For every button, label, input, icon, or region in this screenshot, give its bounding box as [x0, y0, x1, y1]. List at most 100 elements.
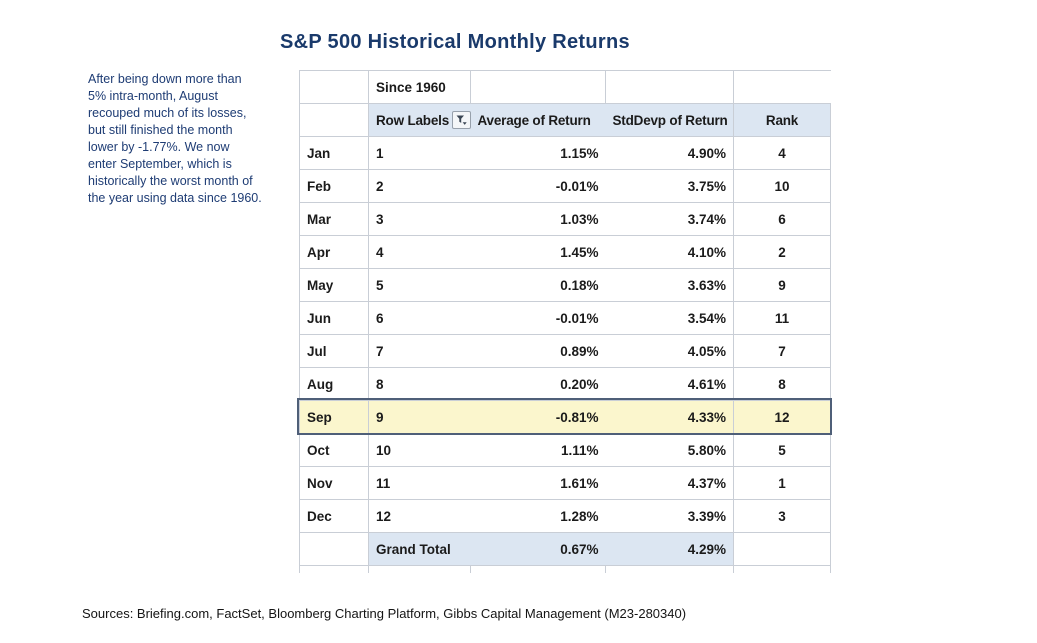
cell-month[interactable]: Jul	[299, 334, 369, 368]
cell-std[interactable]: 3.75%	[605, 169, 734, 203]
cell-row-label[interactable]: 12	[368, 499, 471, 533]
cell-rank[interactable]: 11	[733, 301, 831, 335]
cell-rank[interactable]: 2	[733, 235, 831, 269]
cell-row-label[interactable]: 2	[368, 169, 471, 203]
cell-month[interactable]: Jan	[299, 136, 369, 170]
table-row-mar: Mar 3 1.03% 3.74% 6	[299, 202, 831, 236]
table-row-apr: Apr 4 1.45% 4.10% 2	[299, 235, 831, 269]
note-line: historically the worst month of	[88, 174, 253, 188]
cell-avg[interactable]: 1.11%	[470, 433, 606, 467]
cell-row-label[interactable]: 10	[368, 433, 471, 467]
page-title: S&P 500 Historical Monthly Returns	[280, 31, 630, 53]
table-row-grand-total: Grand Total 0.67% 4.29%	[299, 532, 831, 566]
cell-rank[interactable]: 3	[733, 499, 831, 533]
cell-month[interactable]: Oct	[299, 433, 369, 467]
cell-std[interactable]: 4.10%	[605, 235, 734, 269]
table-row-may: May 5 0.18% 3.63% 9	[299, 268, 831, 302]
cell-std[interactable]: 4.33%	[605, 400, 734, 434]
cell-avg[interactable]: -0.01%	[470, 169, 606, 203]
cell-std[interactable]: 4.05%	[605, 334, 734, 368]
cell-blank[interactable]	[605, 70, 734, 104]
header-rank[interactable]: Rank	[733, 103, 831, 137]
table-row-oct: Oct 10 1.11% 5.80% 5	[299, 433, 831, 467]
cell-rank[interactable]: 5	[733, 433, 831, 467]
cell-rank[interactable]: 9	[733, 268, 831, 302]
cell-row-label[interactable]: 4	[368, 235, 471, 269]
cell-rank[interactable]: 8	[733, 367, 831, 401]
cell-row-label[interactable]: 9	[368, 400, 471, 434]
cell-row-label[interactable]: 6	[368, 301, 471, 335]
cell-month[interactable]: May	[299, 268, 369, 302]
cell-grand-total-std[interactable]: 4.29%	[605, 532, 734, 566]
cell-std[interactable]: 3.54%	[605, 301, 734, 335]
cell-rank[interactable]: 7	[733, 334, 831, 368]
funnel-glyph	[456, 115, 467, 125]
filter-icon[interactable]	[452, 111, 471, 129]
cell-avg[interactable]: 1.45%	[470, 235, 606, 269]
cell-avg[interactable]: 0.20%	[470, 367, 606, 401]
cell-std[interactable]: 4.37%	[605, 466, 734, 500]
cell-std[interactable]: 4.61%	[605, 367, 734, 401]
cell-blank	[368, 565, 471, 573]
cell-avg[interactable]: -0.81%	[470, 400, 606, 434]
table-row-dec: Dec 12 1.28% 3.39% 3	[299, 499, 831, 533]
cell-avg[interactable]: 1.15%	[470, 136, 606, 170]
cell-avg[interactable]: 1.61%	[470, 466, 606, 500]
note-line: After being down more than	[88, 72, 242, 86]
cell-std[interactable]: 3.63%	[605, 268, 734, 302]
cell-avg[interactable]: 0.89%	[470, 334, 606, 368]
header-stddev[interactable]: StdDevp of Return	[605, 103, 734, 137]
cell-month[interactable]: Feb	[299, 169, 369, 203]
table-row-period: Since 1960	[299, 70, 831, 104]
cell-month[interactable]: Apr	[299, 235, 369, 269]
cell-blank	[733, 565, 831, 573]
cell-blank[interactable]	[733, 532, 831, 566]
cell-blank[interactable]	[299, 532, 369, 566]
note-line: enter September, which is	[88, 157, 232, 171]
cell-row-label[interactable]: 11	[368, 466, 471, 500]
cell-rank[interactable]: 1	[733, 466, 831, 500]
cell-row-label[interactable]: 5	[368, 268, 471, 302]
note-line: recouped much of its losses,	[88, 106, 247, 120]
cell-row-label[interactable]: 8	[368, 367, 471, 401]
cell-month[interactable]: Aug	[299, 367, 369, 401]
cell-month[interactable]: Nov	[299, 466, 369, 500]
header-average[interactable]: Average of Return	[470, 103, 606, 137]
cell-month[interactable]: Dec	[299, 499, 369, 533]
cell-blank	[299, 565, 369, 573]
cell-blank[interactable]	[733, 70, 831, 104]
cell-period-label[interactable]: Since 1960	[368, 70, 471, 104]
cell-blank	[605, 565, 734, 573]
cell-row-label[interactable]: 7	[368, 334, 471, 368]
cell-rank[interactable]: 10	[733, 169, 831, 203]
cell-month[interactable]: Jun	[299, 301, 369, 335]
cell-rank[interactable]: 12	[733, 400, 831, 434]
cell-avg[interactable]: 1.03%	[470, 202, 606, 236]
table-row-sep-highlighted: Sep 9 -0.81% 4.33% 12	[299, 400, 831, 434]
cell-grand-total-avg[interactable]: 0.67%	[470, 532, 606, 566]
cell-avg[interactable]: 1.28%	[470, 499, 606, 533]
cell-std[interactable]: 5.80%	[605, 433, 734, 467]
header-row-labels[interactable]: Row Labels	[368, 103, 471, 137]
cell-month[interactable]: Sep	[299, 400, 369, 434]
cell-std[interactable]: 4.90%	[605, 136, 734, 170]
table-row-feb: Feb 2 -0.01% 3.75% 10	[299, 169, 831, 203]
cell-grand-total-label[interactable]: Grand Total	[368, 532, 471, 566]
cell-blank[interactable]	[299, 103, 369, 137]
table-header-row: Row Labels Average of Return StdDevp of …	[299, 103, 831, 137]
cell-month[interactable]: Mar	[299, 202, 369, 236]
cell-row-label[interactable]: 1	[368, 136, 471, 170]
cell-blank[interactable]	[470, 70, 606, 104]
cell-std[interactable]: 3.74%	[605, 202, 734, 236]
cell-blank[interactable]	[299, 70, 369, 104]
cell-avg[interactable]: -0.01%	[470, 301, 606, 335]
cell-std[interactable]: 3.39%	[605, 499, 734, 533]
cell-blank	[470, 565, 606, 573]
cell-rank[interactable]: 6	[733, 202, 831, 236]
table-row-nov: Nov 11 1.61% 4.37% 1	[299, 466, 831, 500]
cell-avg[interactable]: 0.18%	[470, 268, 606, 302]
table-row-jun: Jun 6 -0.01% 3.54% 11	[299, 301, 831, 335]
cell-rank[interactable]: 4	[733, 136, 831, 170]
cell-row-label[interactable]: 3	[368, 202, 471, 236]
